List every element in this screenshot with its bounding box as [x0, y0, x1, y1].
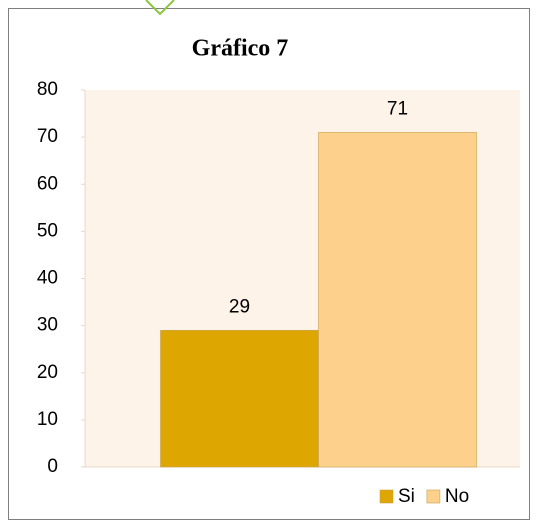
- y-tick-label: 70: [37, 126, 58, 147]
- data-label: 71: [387, 98, 408, 119]
- bar: [160, 330, 319, 468]
- decoration: [145, 0, 175, 16]
- y-tick-label: 0: [47, 456, 58, 477]
- legend-label: No: [445, 486, 469, 507]
- chart-title: Gráfico 7: [192, 36, 289, 62]
- y-tick-label: 20: [37, 362, 58, 383]
- bar: [318, 132, 477, 468]
- legend-label: Si: [398, 486, 415, 507]
- y-tick-label: 30: [37, 315, 58, 336]
- y-tick-label: 60: [37, 173, 58, 194]
- y-tick-label: 80: [37, 79, 58, 100]
- data-label: 29: [229, 296, 250, 317]
- legend-swatch: [379, 489, 394, 504]
- y-tick-label: 10: [37, 409, 58, 430]
- y-tick-label: 40: [37, 268, 58, 289]
- y-tick-label: 50: [37, 220, 58, 241]
- legend-swatch: [426, 489, 441, 504]
